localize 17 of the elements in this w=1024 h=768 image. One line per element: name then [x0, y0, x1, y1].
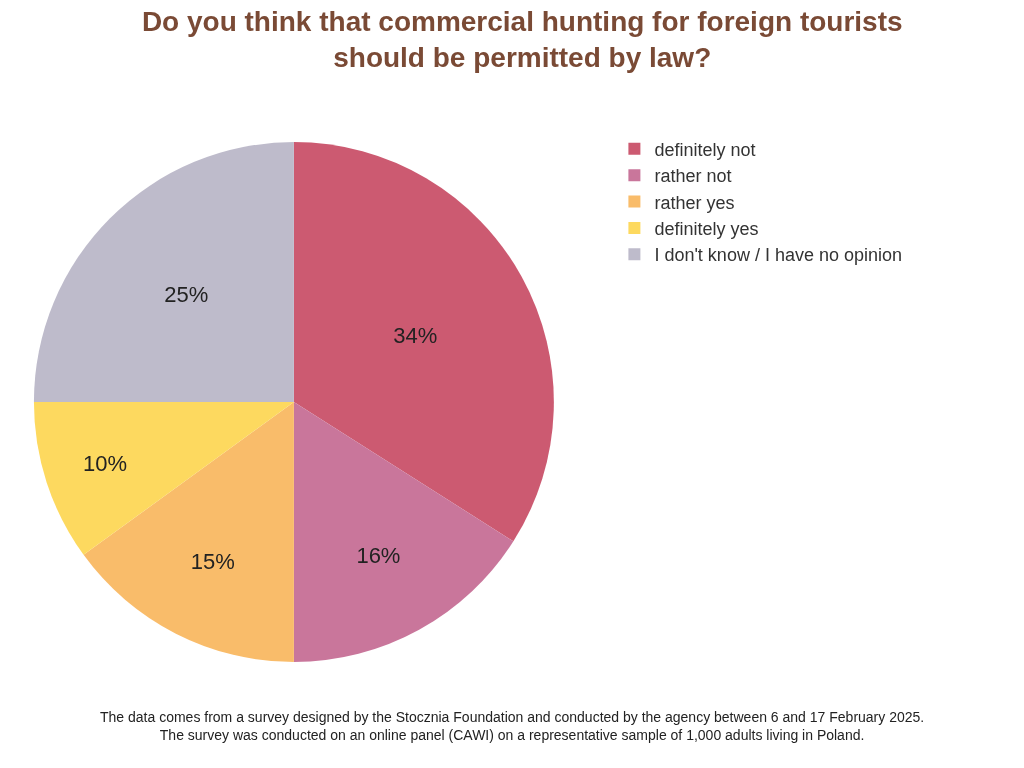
data-label: 15%	[190, 548, 235, 574]
pie-slice	[33, 402, 294, 555]
pie-slice	[293, 402, 514, 663]
pie-slice	[293, 142, 554, 542]
data-label: 16%	[356, 543, 401, 569]
data-label: 34%	[393, 322, 438, 348]
data-label: 25%	[164, 281, 209, 307]
data-label: 10%	[82, 450, 128, 476]
legend-label: rather not	[654, 166, 732, 187]
text: The data comes from a survey designed by the Stocznia Foundation and conducted by the agency between 6 and 17 February 2025. The survey was conducted on an online panel (CAWI) on a representative sample of 1,000 adults living in Poland.	[100, 709, 925, 744]
legend-label: rather yes	[654, 192, 735, 213]
pie-slice	[33, 142, 294, 403]
legend-label: definitely yes	[654, 218, 759, 239]
pie-slice	[83, 402, 294, 663]
legend-label: I don't know / I have no opinion	[654, 245, 903, 266]
legend-label: definitely not	[654, 139, 756, 160]
chart-title: Do you think that commercial hunting for foreign tourists should be permitted by law?	[141, 5, 903, 74]
